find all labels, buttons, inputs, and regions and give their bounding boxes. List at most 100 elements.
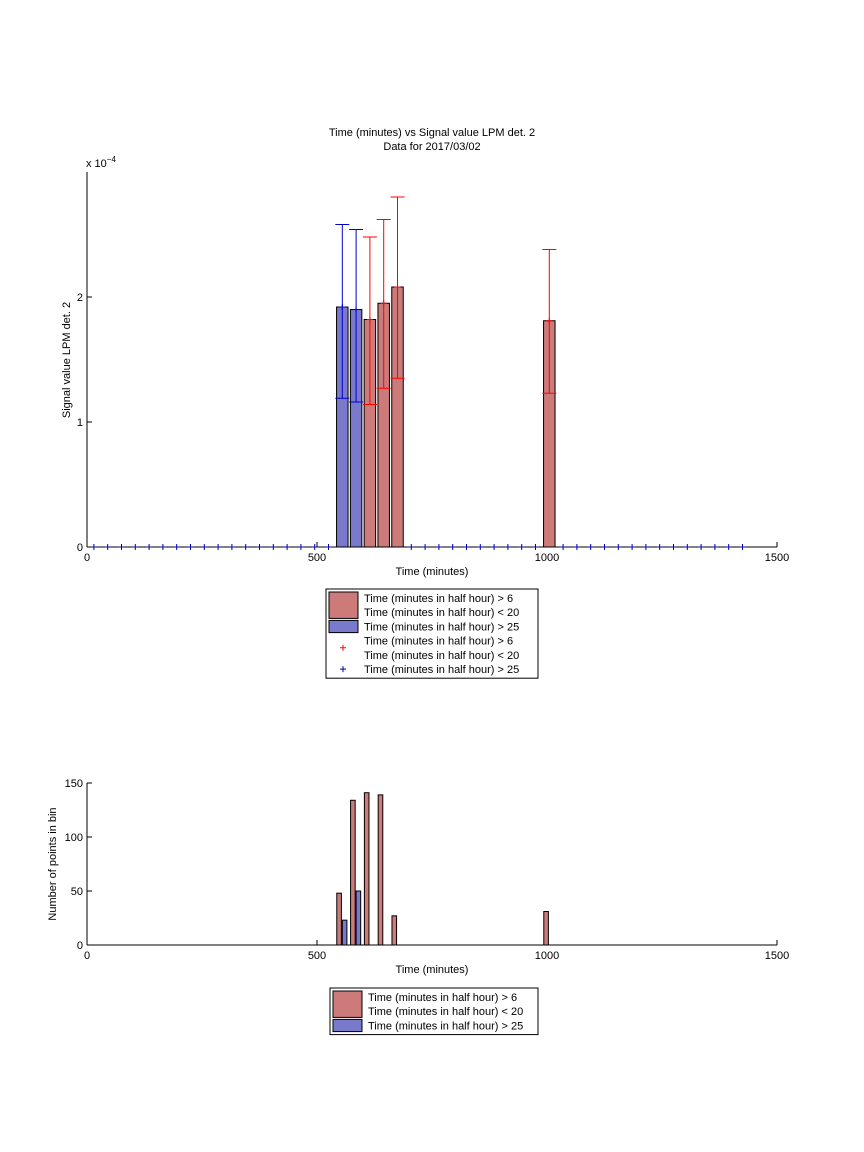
bottom-x-tick-label: 500 [308,950,326,962]
zero-value-marker [284,544,291,550]
top-y-tick-label: 1 [77,417,83,429]
top-x-tick-label: 1000 [535,552,559,564]
bottom-y-tick-label: 100 [65,832,83,844]
bottom-x-tick-label: 1000 [535,950,559,962]
top-x-tick-label: 0 [84,552,90,564]
zero-value-marker [132,544,139,550]
chart-subtitle: Data for 2017/03/02 [383,141,480,153]
count-chart-marks [336,792,549,946]
legend-entry-text: Time (minutes in half hour) > 6 [368,992,517,1004]
top-x-axis-label: Time (minutes) [396,566,469,578]
count-bar-red [336,892,342,946]
bottom-x-axis-label: Time (minutes) [396,964,469,976]
zero-value-marker [173,544,180,550]
count-bar-red [363,792,370,946]
count-chart-axes: 0 500 1000 1500 0 50 100 150 [65,778,790,962]
zero-value-marker [422,544,429,550]
zero-value-marker [684,544,691,550]
legend-entry-text: Time (minutes in half hour) > 25 [364,664,519,676]
y-exponent-base: x 10 [86,158,107,170]
top-y-tick-label: 0 [77,542,83,554]
zero-value-marker [642,544,649,550]
legend-entry-text: Time (minutes in half hour) < 20 [368,1006,523,1018]
zero-value-marker [201,544,208,550]
legend-marker-red [340,644,346,651]
zero-value-marker [215,544,222,550]
zero-value-marker [311,544,318,550]
bottom-y-tick-label: 0 [77,940,83,952]
bottom-y-tick-label: 150 [65,778,83,790]
zero-value-marker [560,544,567,550]
zero-value-marker [532,544,539,550]
legend-entry-text: Time (minutes in half hour) < 20 [364,650,519,662]
zero-value-marker [615,544,622,550]
top-legend: Time (minutes in half hour) > 6 Time (min… [325,588,539,679]
bottom-x-tick-label: 0 [84,950,90,962]
zero-value-marker [725,544,732,550]
zero-value-marker [104,544,111,550]
top-y-axis-label: Signal value LPM det. 2 [61,302,73,418]
zero-value-marker [297,544,304,550]
bottom-x-tick-label: 1500 [765,950,789,962]
count-bar-red [377,794,384,946]
mean-marker-red [394,284,401,290]
zero-value-marker [325,544,332,550]
legend-entry-text: Time (minutes in half hour) > 6 [364,593,513,605]
signal-chart-axes: 0 500 1000 1500 0 1 2 [77,172,789,564]
zero-value-marker [187,544,194,550]
legend-marker-blue [340,666,346,673]
zero-value-marker [90,544,97,550]
top-x-tick-label: 1500 [765,552,789,564]
legend-swatch-red-bar [328,591,359,619]
legend-entry-text: Time (minutes in half hour) > 25 [364,621,519,633]
zero-value-marker [256,544,263,550]
zero-value-marker [698,544,705,550]
zero-value-marker [159,544,166,550]
zero-value-marker [477,544,484,550]
chart-title: Time (minutes) vs Signal value LPM det. … [329,127,535,139]
legend-swatch-blue-bar [328,619,359,634]
mean-marker-blue [353,306,360,313]
zero-value-marker [656,544,663,550]
top-y-tick-label: 2 [77,292,83,304]
mean-marker-blue [339,304,346,310]
zero-value-marker [242,544,249,550]
zero-value-marker [629,544,636,550]
bottom-y-tick-label: 50 [71,886,83,898]
zero-value-marker [228,544,235,550]
mean-marker-red [380,300,387,307]
zero-value-marker [449,544,456,550]
zero-value-marker [670,544,677,550]
zero-value-marker [408,544,415,550]
zero-value-marker [118,544,125,550]
zero-value-marker [601,544,608,550]
zero-value-marker [463,544,470,550]
legend-box [325,588,539,679]
zero-value-marker [518,544,525,550]
legend-swatch-red-bar [332,990,363,1018]
top-x-tick-label: 500 [308,552,326,564]
legend-box [329,987,539,1036]
zero-value-marker [491,544,498,550]
count-bar-red [350,799,356,946]
mean-marker-red [366,316,373,323]
y-exponent-label: x 10−4 [86,155,116,170]
legend-entry-text: Time (minutes in half hour) < 20 [364,607,519,619]
legend-entry-text: Time (minutes in half hour) > 6 [364,636,513,648]
zero-value-marker [711,544,718,550]
signal-chart-marks [90,196,746,550]
zero-value-marker [146,544,153,550]
y-exponent-power: −4 [107,155,117,164]
legend-swatch-blue-bar [332,1018,363,1033]
count-bar-red [543,911,549,946]
zero-value-marker [270,544,277,550]
zero-value-marker [739,544,746,550]
count-bar-blue [341,919,348,946]
count-bar-blue [355,890,362,946]
legend-entry-text: Time (minutes in half hour) > 25 [368,1020,523,1032]
bottom-y-axis-label: Number of points in bin [47,807,59,920]
mean-marker-red [546,317,553,324]
zero-value-marker [573,544,580,550]
zero-value-marker [504,544,511,550]
